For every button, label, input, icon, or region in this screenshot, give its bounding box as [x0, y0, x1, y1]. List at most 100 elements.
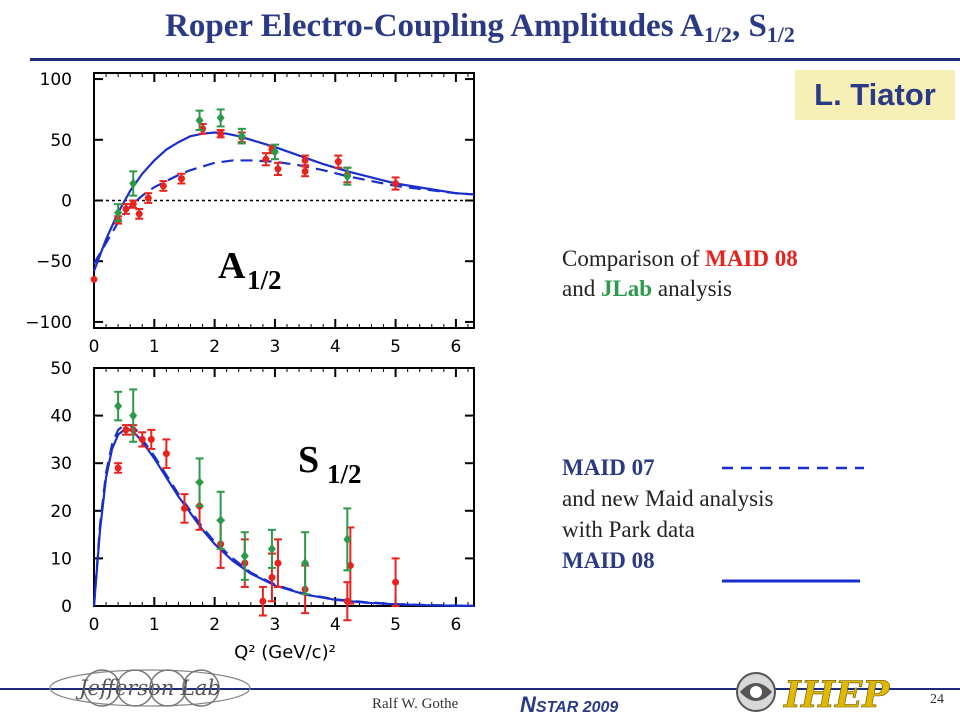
jefferson-lab-logo: Jefferson Lab	[49, 669, 251, 707]
author-badge: L. Tiator	[795, 70, 955, 120]
jlab-data-point	[240, 551, 249, 562]
x-tick-label: 6	[450, 615, 461, 635]
maid07-curve	[93, 159, 475, 265]
x-tick-label: 0	[89, 337, 100, 357]
jlab-data-point	[129, 410, 138, 421]
panel-label-subscript: 1/2	[247, 265, 282, 295]
maid07-curve	[92, 424, 475, 607]
title-text: Roper Electro-Coupling Amplitudes A	[165, 8, 704, 44]
maid08-data-point	[122, 426, 130, 434]
maid08-data-point	[392, 180, 400, 187]
title-text-mid: , S	[731, 8, 767, 44]
y-tick-label: 50	[50, 359, 72, 379]
maid08-data-point	[162, 450, 170, 458]
x-tick-label: 0	[89, 615, 100, 635]
jlab-data-point	[237, 131, 246, 142]
x-tick-label: 2	[209, 337, 220, 357]
maid08-data-point	[159, 182, 167, 190]
legend-new-maid-text: and new Maid analysis	[562, 486, 774, 511]
plot-frame	[93, 367, 475, 607]
panel-label: A	[218, 245, 246, 287]
x-tick-label: 5	[390, 615, 401, 635]
maid08-data-point	[177, 175, 185, 183]
maid08-curve	[92, 131, 475, 272]
page-number: 24	[930, 692, 944, 707]
title-subscript-a: 1/2	[703, 22, 732, 47]
y-tick-label: 40	[50, 407, 72, 427]
conference-n: N	[520, 692, 536, 717]
maid08-data-point	[268, 573, 276, 581]
title-subscript-s: 1/2	[766, 22, 795, 47]
maid08-data-point	[301, 167, 309, 175]
maid08-data-point	[135, 210, 143, 218]
panel-label: S	[298, 439, 319, 481]
x-tick-label: 1	[149, 615, 160, 635]
analysis-text: analysis	[652, 276, 732, 301]
maid08-data-point	[217, 130, 225, 138]
maid08-data-point	[129, 200, 137, 208]
and-text: and	[562, 276, 601, 301]
comparison-prefix: Comparison of	[562, 246, 706, 271]
maid08-data-point	[122, 205, 130, 213]
y-tick-label: 10	[50, 549, 72, 569]
y-tick-label: 0	[61, 597, 72, 617]
x-tick-label: 5	[390, 337, 401, 357]
jlab-data-point	[343, 534, 352, 545]
author-name: L. Tiator	[814, 77, 936, 112]
x-tick-label: 4	[330, 337, 341, 357]
maid08-data-point	[259, 597, 267, 605]
jlab-data-point	[301, 558, 310, 569]
maid08-data-point	[138, 435, 146, 443]
y-tick-label: 30	[50, 454, 72, 474]
maid08-data-point	[274, 165, 282, 173]
jlab-data-point	[114, 207, 123, 218]
maid08-data-point	[90, 275, 98, 283]
x-tick-label: 3	[270, 615, 281, 635]
x-tick-label: 4	[330, 615, 341, 635]
jlab-data-point	[114, 401, 123, 412]
title-divider	[30, 58, 960, 61]
maid08-data-point	[114, 464, 122, 472]
x-tick-label: 2	[209, 615, 220, 635]
x-tick-label: 3	[270, 337, 281, 357]
legend-maid08-label: MAID 08	[562, 548, 655, 573]
maid08-data-point	[301, 156, 309, 164]
conference-name: NSTAR 2009	[520, 692, 618, 718]
maid08-data-point	[147, 435, 155, 443]
jlab-data-point	[195, 477, 204, 488]
jlab-data-point	[195, 115, 204, 126]
maid08-data-point	[392, 578, 400, 586]
maid08-data-point	[144, 194, 152, 202]
jlab-data-point	[270, 146, 279, 157]
comparison-line-2: and JLab analysis	[562, 274, 798, 304]
svg-text:Jefferson Lab: Jefferson Lab	[75, 676, 221, 700]
maid08-label: MAID 08	[705, 246, 798, 271]
x-axis-label: Q² (GeV/c)²	[234, 642, 336, 663]
comparison-text: Comparison of MAID 08 and JLab analysis	[562, 244, 798, 304]
jlab-data-point	[216, 515, 225, 526]
jlab-data-point	[267, 543, 276, 554]
legend-text: MAID 07 and new Maid analysis with Park …	[562, 452, 773, 576]
maid08-data-point	[262, 155, 270, 163]
conference-rest: STAR 2009	[535, 699, 619, 716]
maid08-data-point	[274, 559, 282, 567]
y-tick-label: −100	[25, 313, 72, 333]
slide-title: Roper Electro-Coupling Amplitudes A1/2, …	[0, 8, 960, 48]
maid08-data-point	[346, 562, 354, 570]
presenter-name: Ralf W. Gothe	[372, 696, 459, 712]
y-tick-label: −50	[36, 252, 72, 272]
ihep-logo: IHEP	[736, 672, 891, 716]
maid08-curve	[92, 428, 475, 607]
comparison-line-1: Comparison of MAID 08	[562, 244, 798, 274]
x-tick-label: 6	[450, 337, 461, 357]
jlab-data-point	[343, 171, 352, 182]
y-tick-label: 0	[61, 192, 72, 212]
maid08-data-point	[180, 504, 188, 512]
y-tick-label: 100	[40, 70, 72, 90]
x-tick-label: 1	[149, 337, 160, 357]
y-tick-label: 50	[50, 131, 72, 151]
legend-maid08-row: MAID 08	[562, 545, 773, 576]
footer-divider	[0, 688, 960, 690]
legend-park-text: with Park data	[562, 517, 695, 542]
legend-maid07-row: MAID 07	[562, 452, 773, 483]
